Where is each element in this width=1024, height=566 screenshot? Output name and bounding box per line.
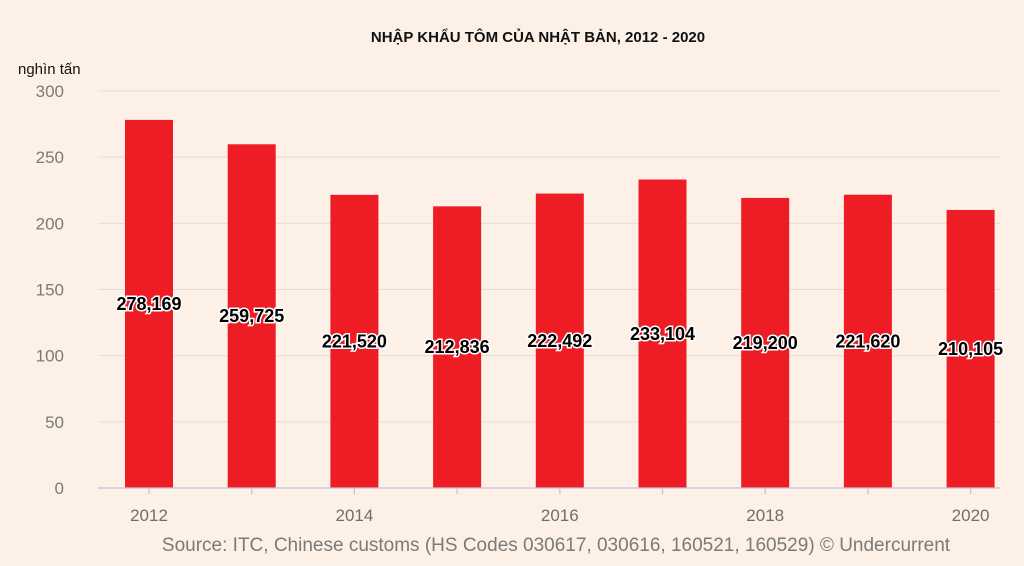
data-label: 221,520 (322, 331, 387, 351)
data-label: 210,105 (938, 339, 1003, 359)
x-tick-label: 2014 (335, 506, 373, 525)
chart-title: NHẬP KHẨU TÔM CỦA NHẬT BẢN, 2012 - 2020 (371, 28, 705, 46)
source-note: Source: ITC, Chinese customs (HS Codes 0… (162, 535, 951, 556)
data-label: 221,620 (835, 331, 900, 351)
x-tick-label: 2018 (746, 506, 784, 525)
y-tick-label: 100 (36, 347, 64, 366)
data-label: 259,725 (219, 306, 284, 326)
y-axis-unit-label: nghìn tấn (18, 61, 81, 78)
x-tick-label: 2012 (130, 506, 168, 525)
y-tick-label: 50 (45, 413, 64, 432)
y-tick-label: 300 (36, 82, 64, 101)
bars (125, 120, 995, 488)
y-tick-label: 250 (36, 148, 64, 167)
y-tick-label: 150 (36, 281, 64, 300)
y-tick-label: 200 (36, 214, 64, 233)
x-axis-ticks: 2012 2014 2016 2018 2020 (130, 488, 989, 525)
data-label: 212,836 (425, 337, 490, 357)
data-label: 219,200 (733, 333, 798, 353)
x-tick-label: 2016 (541, 506, 579, 525)
x-tick-label: 2020 (952, 506, 990, 525)
data-label: 233,104 (630, 324, 695, 344)
data-label: 222,492 (527, 331, 592, 351)
y-axis-ticks: 0 50 100 150 200 250 300 (36, 82, 64, 498)
data-label: 278,169 (116, 294, 181, 314)
y-tick-label: 0 (55, 479, 64, 498)
